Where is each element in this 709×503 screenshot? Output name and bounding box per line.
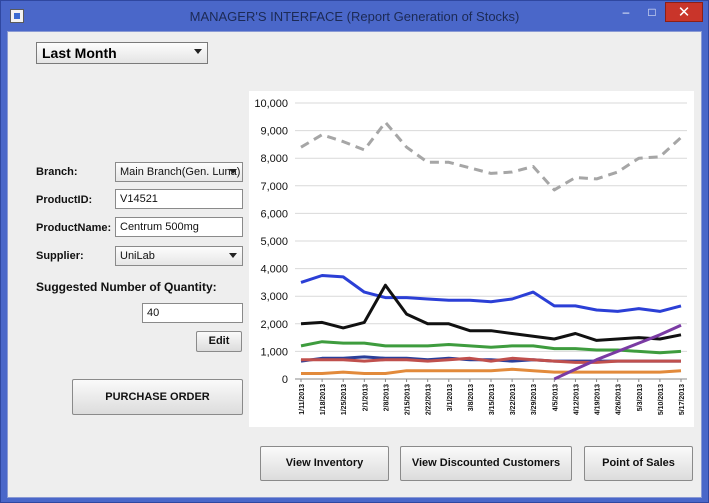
chart-y-tick-label: 1,000 (260, 346, 288, 358)
minimize-button[interactable]: – (622, 5, 630, 19)
chart-series-line-1 (300, 120, 683, 192)
chart-series-line-2 (300, 274, 682, 313)
chevron-down-icon (193, 49, 203, 57)
chart-x-tick-label: 1/25/2013 (341, 384, 348, 415)
chart-x-tick-label: 3/29/2013 (531, 384, 538, 415)
suggested-quantity-input[interactable]: 40 (142, 303, 243, 323)
chart-y-tick-label: 6,000 (260, 208, 288, 220)
chart-x-tick-label: 3/1/2013 (447, 384, 454, 411)
close-button[interactable]: ✕ (665, 2, 703, 22)
supplier-select[interactable]: UniLab (115, 246, 243, 266)
period-select-value: Last Month (42, 45, 117, 61)
edit-button[interactable]: Edit (196, 331, 242, 352)
chart-y-tick-label: 2,000 (260, 319, 288, 331)
chart-x-tick-label: 3/22/2013 (510, 384, 517, 415)
chevron-down-icon (228, 169, 238, 177)
chart-x-tick-label: 4/5/2013 (552, 384, 559, 411)
stock-chart: 0 1,000 2,000 3,000 4,000 5,000 6,000 7,000 8,00… (249, 91, 694, 427)
title-bar[interactable]: MANAGER'S INTERFACE (Report Generation o… (1, 1, 708, 31)
maximize-button[interactable]: □ (648, 5, 656, 19)
chart-x-tick-label: 1/18/2013 (320, 384, 327, 415)
point-of-sales-button[interactable]: Point of Sales (584, 446, 693, 481)
chart-y-tick-label: 5,000 (260, 236, 288, 248)
branch-label: Branch: (36, 166, 78, 178)
chart-x-tick-label: 4/26/2013 (616, 384, 623, 415)
chart-x-tick-label: 1/11/2013 (299, 384, 306, 415)
view-inventory-button[interactable]: View Inventory (260, 446, 389, 481)
chart-series-line-7 (301, 367, 682, 375)
period-select[interactable]: Last Month (36, 42, 208, 64)
chart-x-tick-label: 3/8/2013 (468, 384, 475, 411)
chart-y-tick-label: 9,000 (260, 126, 288, 138)
window-title: MANAGER'S INTERFACE (Report Generation o… (189, 9, 520, 24)
branch-select[interactable]: Main Branch(Gen. Luna) (115, 162, 243, 182)
productid-input[interactable]: V14521 (115, 189, 243, 209)
chart-y-tick-label: 4,000 (260, 264, 288, 276)
main-panel: Last Month Branch: Main Branch(Gen. Luna… (7, 31, 702, 498)
chart-x-tick-label: 4/19/2013 (595, 384, 602, 415)
chart-y-tick-label: 3,000 (260, 291, 288, 303)
stock-line-chart: 0 1,000 2,000 3,000 4,000 5,000 6,000 7,000 8,00… (254, 98, 687, 415)
view-discounted-customers-button[interactable]: View Discounted Customers (400, 446, 572, 481)
productid-label: ProductID: (36, 194, 93, 206)
chevron-down-icon (228, 253, 238, 261)
productname-label: ProductName: (36, 222, 112, 234)
chart-x-tick-label: 2/15/2013 (405, 384, 412, 415)
purchase-order-button[interactable]: PURCHASE ORDER (72, 379, 243, 415)
chart-x-tick-label: 4/12/2013 (573, 384, 580, 415)
chart-x-tick-label: 5/3/2013 (637, 384, 644, 411)
supplier-select-value: UniLab (120, 250, 155, 262)
chart-y-tick-label: 7,000 (260, 181, 288, 193)
supplier-label: Supplier: (36, 250, 84, 262)
chart-x-tick-label: 3/15/2013 (489, 384, 496, 415)
suggested-quantity-label: Suggested Number of Quantity: (36, 280, 217, 294)
chart-y-tick-label: 0 (282, 374, 288, 386)
chart-y-tick-label: 10,000 (254, 98, 288, 110)
productname-input[interactable]: Centrum 500mg (115, 217, 243, 237)
chart-x-tick-label: 5/17/2013 (679, 384, 686, 415)
chart-y-tick-label: 8,000 (260, 153, 288, 165)
branch-select-value: Main Branch(Gen. Luna) (120, 166, 241, 178)
chart-series-line-8 (553, 323, 682, 381)
chart-x-tick-label: 2/8/2013 (383, 384, 390, 411)
app-icon (10, 9, 24, 23)
chart-x-tick-label: 5/10/2013 (658, 384, 665, 415)
chart-x-tick-label: 2/22/2013 (426, 384, 433, 415)
chart-series-line-6 (301, 356, 681, 364)
chart-x-tick-label: 2/1/2013 (362, 384, 369, 411)
chart-series-line-3 (300, 283, 682, 342)
